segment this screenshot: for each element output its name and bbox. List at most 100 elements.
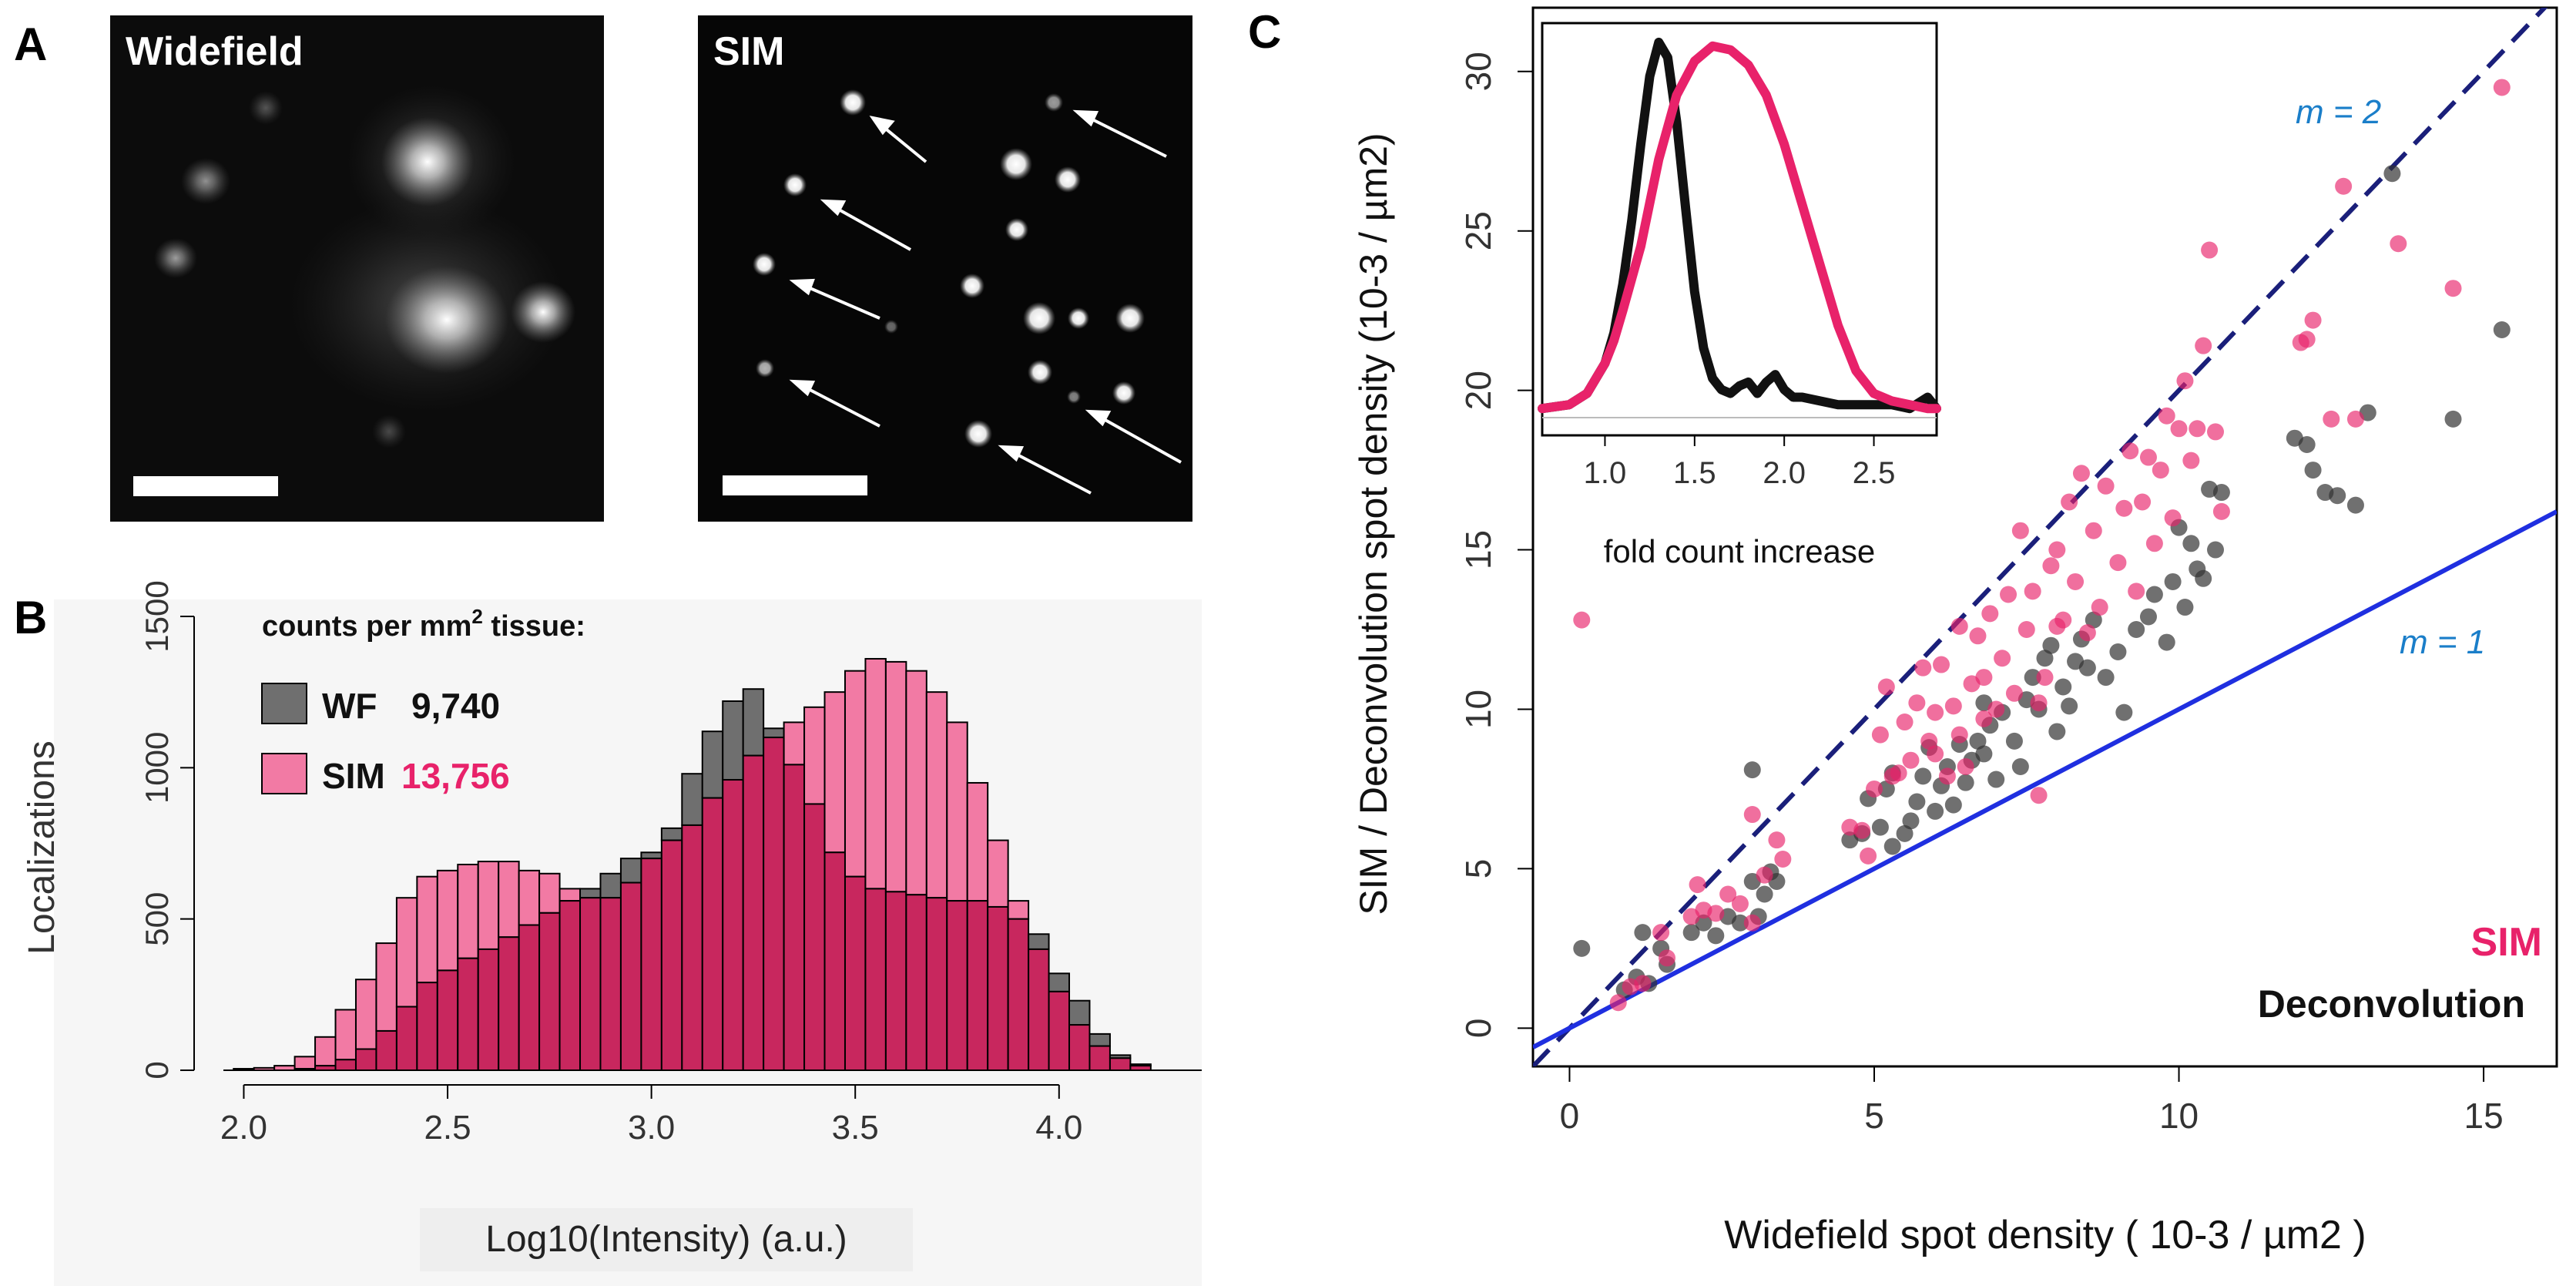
overlap-histogram-bar <box>518 924 541 1072</box>
inset-curves <box>1538 37 1941 418</box>
overlap-histogram-bar <box>619 881 642 1071</box>
scatter-plot-frame <box>1531 6 2558 1068</box>
deconvolution-point <box>2164 572 2182 590</box>
sim-point <box>2122 442 2139 460</box>
wf-histogram-bar <box>599 872 622 899</box>
overlap-histogram-bar <box>1068 1024 1091 1071</box>
deconvolution-point <box>2024 669 2041 687</box>
deconvolution-inset-curve <box>1538 37 1941 414</box>
sim-point <box>1987 700 2005 718</box>
overlap-histogram-bar <box>722 779 744 1071</box>
deconvolution-point <box>2036 650 2054 667</box>
sim-point <box>1981 605 1999 623</box>
sim-point <box>1938 767 1956 785</box>
sim-histogram-bar <box>395 897 418 1008</box>
sim-histogram-bar <box>946 721 968 902</box>
sim-point <box>2207 423 2224 441</box>
histogram-x-tick-label: 2.0 <box>220 1109 267 1147</box>
deconvolution-point <box>1927 802 1944 820</box>
sim-point <box>1914 659 1932 677</box>
sim-point <box>1652 924 1670 942</box>
sim-point <box>1927 703 1944 721</box>
sim-point <box>1719 885 1737 903</box>
scatter-y-tick-label: 5 <box>1458 859 1498 879</box>
sim-histogram-bar <box>558 888 582 902</box>
overlap-histogram-bar <box>742 754 765 1071</box>
sim-point <box>2444 280 2462 297</box>
scatter-y-tick-label: 25 <box>1458 211 1498 250</box>
histogram-y-tick-label: 500 <box>139 892 175 946</box>
wf-histogram-bar <box>722 700 744 781</box>
scatter-y-tick-label: 30 <box>1458 52 1498 91</box>
sim-point <box>2036 669 2054 687</box>
deconvolution-point <box>2042 636 2060 654</box>
overlap-histogram-bar <box>987 905 1009 1071</box>
deconvolution-point <box>2207 541 2224 559</box>
sim-histogram-bar <box>844 670 867 878</box>
sim-histogram-bar <box>864 657 887 890</box>
overlap-histogram-bar <box>538 912 561 1072</box>
overlap-histogram-bar <box>334 1059 357 1072</box>
sim-histogram-bar <box>884 660 907 893</box>
sim-histogram-bar <box>823 691 846 854</box>
overlap-histogram-bar <box>436 969 459 1072</box>
sim-point <box>2054 611 2072 629</box>
sim-point <box>1908 694 1926 712</box>
sim-histogram-bar <box>334 1009 357 1061</box>
sim-histogram-bar <box>457 863 479 959</box>
sim-point <box>1743 806 1761 824</box>
sim-point <box>1975 710 1993 727</box>
sim-point <box>2024 583 2041 600</box>
deconvolution-point <box>2493 321 2511 338</box>
sim-histogram-bar <box>987 839 1009 908</box>
sim-histogram-bar <box>1007 900 1030 920</box>
overlap-histogram-bar <box>416 982 438 1072</box>
overlap-histogram-bar <box>395 1006 418 1072</box>
widefield-image: Widefield <box>110 15 604 522</box>
histogram-x-tick-label: 4.0 <box>1035 1109 1082 1147</box>
deconvolution-point <box>1682 924 1700 942</box>
sim-histogram-bar <box>803 706 826 805</box>
sim-histogram-bar <box>314 1036 337 1067</box>
deconvolution-point <box>1756 885 1773 903</box>
sim-point <box>1896 714 1914 731</box>
sim-point <box>2189 420 2206 438</box>
deconvolution-point <box>2048 723 2066 740</box>
sim-point <box>1890 764 1907 782</box>
overlap-histogram-bar <box>579 897 602 1072</box>
counts-legend: counts per mm2 tissue: WF 9,740 SIM 13,7… <box>261 605 585 796</box>
histogram-y-tick-label: 1000 <box>139 732 175 804</box>
sim-point <box>1944 697 1962 715</box>
sim-point <box>2011 522 2029 539</box>
sim-point <box>1920 732 1938 750</box>
deconvolution-point <box>1914 767 1932 785</box>
sim-histogram-bar <box>375 942 397 1032</box>
deconvolution-point <box>1896 824 1914 842</box>
sim-point <box>1853 821 1871 839</box>
sim-point <box>1877 678 1895 696</box>
sim-point <box>1933 656 1950 673</box>
overlap-histogram-bar <box>844 875 867 1072</box>
deconvolution-point <box>2158 633 2175 651</box>
sim-point <box>1902 751 1920 769</box>
overlap-histogram-bar <box>1028 948 1050 1072</box>
deconvolution-point <box>2085 611 2102 629</box>
inset-x-tick-label: 1.0 <box>1584 456 1627 490</box>
overlap-histogram-bar <box>783 764 806 1071</box>
slope-1-label: m = 1 <box>2400 623 2485 661</box>
inset-x-tick-label: 1.5 <box>1673 456 1716 490</box>
deconvolution-point <box>1707 927 1725 945</box>
panel-a-letter: A <box>14 18 47 70</box>
sim-histogram-bar <box>783 721 806 766</box>
sim-point <box>2195 337 2212 354</box>
sim-point <box>2030 787 2048 804</box>
sim-point <box>2152 462 2169 479</box>
deconvolution-point <box>2128 621 2145 639</box>
deconvolution-point <box>1902 812 1920 830</box>
sim-point <box>2067 572 2085 590</box>
inset-x-label: fold count increase <box>1604 533 1876 569</box>
panel-b-letter: B <box>14 592 47 643</box>
sim-point <box>2115 499 2133 517</box>
sim-point <box>2176 372 2194 390</box>
scatter-y-label: SIM / Deconvolution spot density (10-3 /… <box>1352 133 1395 915</box>
